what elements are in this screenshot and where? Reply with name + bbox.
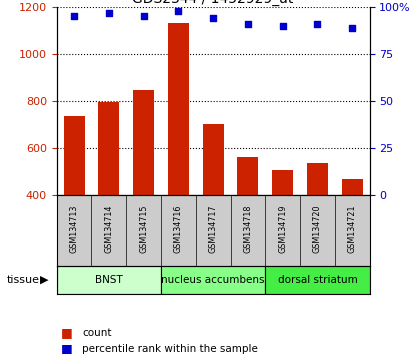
Bar [237, 157, 258, 289]
Bar [307, 163, 328, 289]
Bar [161, 266, 265, 294]
Point [279, 23, 286, 29]
Point [314, 21, 321, 27]
Point [349, 25, 356, 30]
Text: GSM134717: GSM134717 [209, 204, 218, 253]
Text: GSM134714: GSM134714 [104, 205, 113, 253]
Text: dorsal striatum: dorsal striatum [278, 275, 357, 285]
Point [210, 16, 217, 21]
Text: ■: ■ [61, 326, 73, 339]
Point [71, 13, 77, 19]
Point [105, 10, 112, 16]
Text: ■: ■ [61, 342, 73, 354]
Title: GDS2344 / 1452929_at: GDS2344 / 1452929_at [132, 0, 294, 6]
Bar [133, 90, 154, 289]
Text: GSM134718: GSM134718 [244, 205, 252, 253]
Text: GSM134720: GSM134720 [313, 204, 322, 253]
Bar [168, 23, 189, 289]
Text: nucleus accumbens: nucleus accumbens [161, 275, 265, 285]
Point [244, 21, 251, 27]
Text: GSM134715: GSM134715 [139, 204, 148, 253]
Text: GSM134716: GSM134716 [174, 205, 183, 253]
Text: GSM134719: GSM134719 [278, 204, 287, 253]
Text: percentile rank within the sample: percentile rank within the sample [82, 344, 258, 354]
Point [140, 13, 147, 19]
Bar [98, 102, 119, 289]
Bar [203, 124, 223, 289]
Text: count: count [82, 328, 111, 338]
Bar [57, 266, 161, 294]
Text: ▶: ▶ [40, 275, 48, 285]
Bar [64, 116, 84, 289]
Text: BNST: BNST [95, 275, 123, 285]
Bar [272, 170, 293, 289]
Bar [342, 179, 362, 289]
Text: GSM134721: GSM134721 [348, 204, 357, 253]
Text: tissue: tissue [6, 275, 39, 285]
Bar [265, 266, 370, 294]
Text: GSM134713: GSM134713 [70, 205, 79, 253]
Point [175, 8, 182, 14]
